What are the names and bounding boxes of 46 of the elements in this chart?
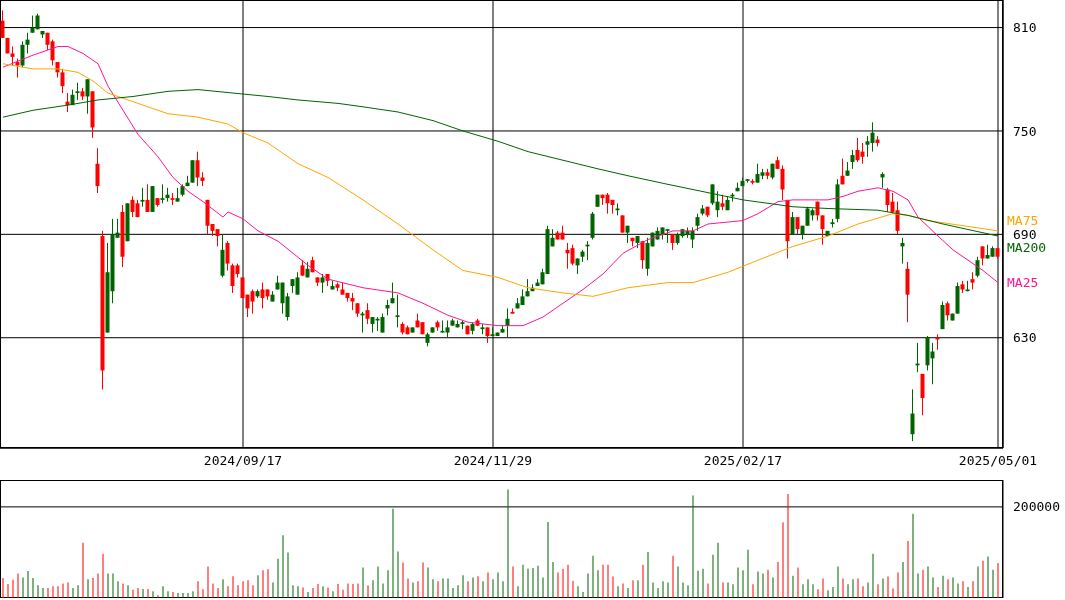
candlestick	[690, 226, 695, 249]
candlestick	[95, 147, 100, 194]
candlestick	[25, 32, 30, 54]
candlestick	[380, 313, 385, 334]
candlestick	[190, 159, 195, 184]
candlestick	[395, 294, 400, 328]
series-label: MA200	[1007, 240, 1047, 257]
candlestick	[980, 245, 985, 266]
series-label: MA75	[1007, 212, 1039, 229]
candlestick	[975, 256, 980, 278]
candlestick	[195, 151, 200, 187]
x-tick-label: 2024/11/29	[453, 453, 533, 469]
line-series	[2, 63, 999, 297]
y-tick-label: 200000	[1013, 499, 1060, 515]
candlestick	[895, 201, 900, 235]
candlestick	[0, 9, 5, 39]
x-tick-label: 2025/02/17	[703, 453, 783, 469]
candlestick	[860, 142, 865, 165]
candlestick	[10, 46, 15, 66]
candlestick	[160, 183, 165, 204]
candlestick	[910, 388, 915, 442]
series-label: MA25	[1007, 274, 1039, 291]
x-tick-label: 2024/09/17	[203, 453, 283, 469]
candlestick	[945, 301, 950, 321]
y-tick-label: 750	[1013, 123, 1037, 139]
x-tick-label: 2025/05/01	[958, 453, 1038, 469]
line-series	[2, 89, 999, 237]
y-tick-label: 630	[1013, 330, 1037, 346]
candlestick	[140, 187, 145, 208]
candlestick	[250, 288, 255, 315]
y-tick-label: 690	[1013, 226, 1037, 242]
candlestick	[820, 214, 825, 246]
y-tick-label: 810	[1013, 20, 1037, 36]
candlestick	[295, 271, 300, 296]
candlestick	[225, 240, 230, 272]
candlestick	[320, 273, 325, 294]
candlestick	[850, 149, 855, 170]
candlestick	[870, 121, 875, 153]
candlestick	[840, 158, 845, 185]
candlestick	[60, 68, 65, 94]
candlestick	[365, 302, 370, 325]
candlestick	[780, 164, 785, 201]
candlestick	[20, 40, 25, 68]
candlestick	[570, 244, 575, 266]
candlestick	[640, 240, 645, 270]
candlestick	[145, 183, 150, 213]
